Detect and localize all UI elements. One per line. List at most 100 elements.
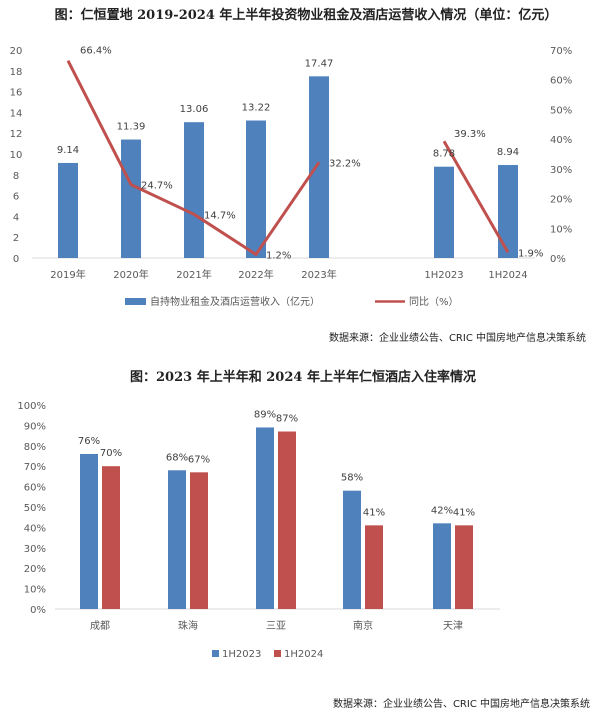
chart2-y-tick: 20% (24, 564, 46, 575)
chart2-y-tick: 100% (17, 401, 46, 412)
chart1-yoy-line (442, 140, 510, 254)
chart2-bar-label: 58% (341, 473, 363, 484)
chart1-bar-label: 13.06 (180, 104, 209, 115)
chart1-bar-label: 17.47 (305, 58, 334, 69)
chart2-y-tick: 50% (24, 503, 46, 514)
chart1-x-tick: 2020年 (113, 268, 148, 281)
legend-swatch-1h2023 (212, 650, 219, 657)
chart1-bar-label: 8.78 (433, 149, 455, 160)
chart1-line-label: 1.2% (266, 250, 291, 261)
chart1-bar (58, 162, 78, 258)
chart2-y-tick: 80% (24, 442, 46, 453)
chart1-x-tick: 2021年 (176, 268, 211, 281)
chart1-line-label: 24.7% (141, 181, 173, 192)
chart1-y2-tick: 30% (550, 165, 572, 176)
legend-label-yoy: 同比（%） (409, 296, 459, 308)
chart2-axes: 0% 10% 20% 30% 40% 50% 60% 70% 80% 90% 100% 成都 珠海 三亚 南… (17, 401, 500, 632)
legend-label-1h2023: 1H2023 (222, 649, 261, 660)
chart1-data-labels: 9.14 11.39 13.06 13.22 17.47 8.78 8.94 66.4% 24.… (57, 46, 544, 262)
chart1-y2-tick: 10% (550, 224, 572, 235)
chart1-bar (184, 122, 204, 259)
chart2-y-tick: 70% (24, 462, 46, 473)
chart2-bar-label: 89% (254, 409, 276, 420)
chart2-bar-label: 68% (166, 452, 188, 463)
chart2-bar (168, 470, 186, 609)
chart2-bar-label: 41% (453, 507, 475, 518)
chart1-bar-label: 13.22 (242, 103, 271, 114)
chart2-bar (278, 431, 296, 609)
chart2-y-tick: 0% (30, 605, 46, 616)
chart2-x-tick: 成都 (90, 620, 110, 632)
chart1-line-label: 32.2% (329, 158, 361, 169)
chart1-bars (58, 76, 518, 259)
chart1-line-label: 14.7% (204, 210, 236, 221)
chart2-y-tick: 60% (24, 483, 46, 494)
chart1-bar (498, 165, 518, 258)
chart1-bar-label: 8.94 (497, 147, 519, 158)
chart2-x-tick: 珠海 (178, 619, 198, 632)
chart1-y2-tick: 50% (550, 105, 572, 116)
chart2-legend: 1H2023 1H2024 (212, 649, 323, 660)
chart2-bar-label: 87% (276, 414, 298, 425)
chart1-y-tick: 0 (13, 254, 19, 265)
chart1-y-tick: 8 (13, 171, 19, 182)
chart1-y2-tick: 40% (550, 135, 572, 146)
chart2-title: 图：2023 年上半年和 2024 年上半年仁恒酒店入住率情况 (130, 369, 476, 385)
chart1-y2-tick: 60% (550, 76, 572, 87)
legend-label-1h2024: 1H2024 (284, 649, 323, 660)
chart2-data-labels: 76% 68% 89% 58% 42% 70% 67% 87% 41% 41% (78, 409, 475, 518)
chart1-bar (246, 120, 266, 259)
chart1-y-tick: 10 (10, 150, 23, 161)
chart2-y-tick: 10% (24, 585, 46, 596)
chart1-bar (121, 139, 141, 258)
chart2-x-tick: 南京 (353, 619, 373, 632)
chart2-bar-label: 41% (363, 507, 385, 518)
chart1-y-tick: 6 (13, 192, 19, 203)
chart2-bar-label: 76% (78, 436, 100, 447)
chart1-legend: 自持物业租金及酒店运营收入（亿元） 同比（%） (125, 295, 459, 308)
chart1-y-tick: 2 (13, 233, 19, 244)
chart1-x-tick: 1H2023 (424, 270, 463, 281)
chart1-bar-label: 9.14 (57, 145, 79, 156)
chart2-bar (190, 472, 208, 609)
chart1-line-label: 39.3% (454, 129, 486, 140)
chart1-bar (434, 166, 454, 258)
chart1-title: 图：仁恒置地 2019-2024 年上半年投资物业租金及酒店运营收入情况（单位：… (55, 7, 558, 23)
chart1-line-label: 66.4% (80, 46, 112, 57)
chart2-bars (80, 427, 473, 609)
chart2-bar-label: 67% (188, 454, 210, 465)
chart1-axes: 0 2 4 6 8 10 12 14 16 18 20 0% 10% 20% 30% 40% 50% 60% 70%… (10, 46, 573, 281)
chart2-bar (365, 525, 383, 609)
chart2-y-tick: 90% (24, 421, 46, 432)
chart1-bar-label: 11.39 (117, 122, 146, 133)
chart1-y-tick: 20 (10, 46, 23, 57)
chart2-bar-label: 42% (431, 505, 453, 516)
chart1-y2-tick: 70% (550, 46, 572, 57)
chart1-yoy-line (66, 60, 321, 256)
chart1-line-label: 1.9% (518, 248, 543, 259)
chart2-source: 数据来源：企业业绩公告、CRIC 中国房地产信息决策系统 (333, 697, 590, 710)
chart1-y-tick: 16 (10, 88, 23, 99)
chart2-x-tick: 三亚 (266, 621, 286, 632)
chart2-bar (102, 466, 120, 609)
legend-label-revenue: 自持物业租金及酒店运营收入（亿元） (150, 295, 320, 308)
chart1-y-tick: 18 (10, 67, 23, 78)
legend-swatch-revenue (125, 298, 146, 305)
chart1-line (66, 60, 510, 256)
chart1-x-tick: 2023年 (301, 268, 336, 281)
chart2-bar (256, 427, 274, 609)
chart2-bar (455, 525, 473, 609)
chart1-x-tick: 2022年 (238, 268, 273, 281)
chart2-bar-label: 70% (100, 448, 122, 459)
chart1-y-tick: 4 (13, 212, 19, 223)
legend-swatch-1h2024 (274, 650, 281, 657)
chart1-bar (309, 76, 329, 258)
chart1-x-tick: 2019年 (50, 268, 85, 281)
chart2-x-tick: 天津 (443, 620, 463, 632)
chart1-y2-tick: 0% (550, 254, 566, 265)
chart2-bar (343, 490, 361, 609)
chart2-y-tick: 30% (24, 544, 46, 555)
chart2-bar (433, 523, 451, 609)
chart2-y-tick: 40% (24, 523, 46, 534)
